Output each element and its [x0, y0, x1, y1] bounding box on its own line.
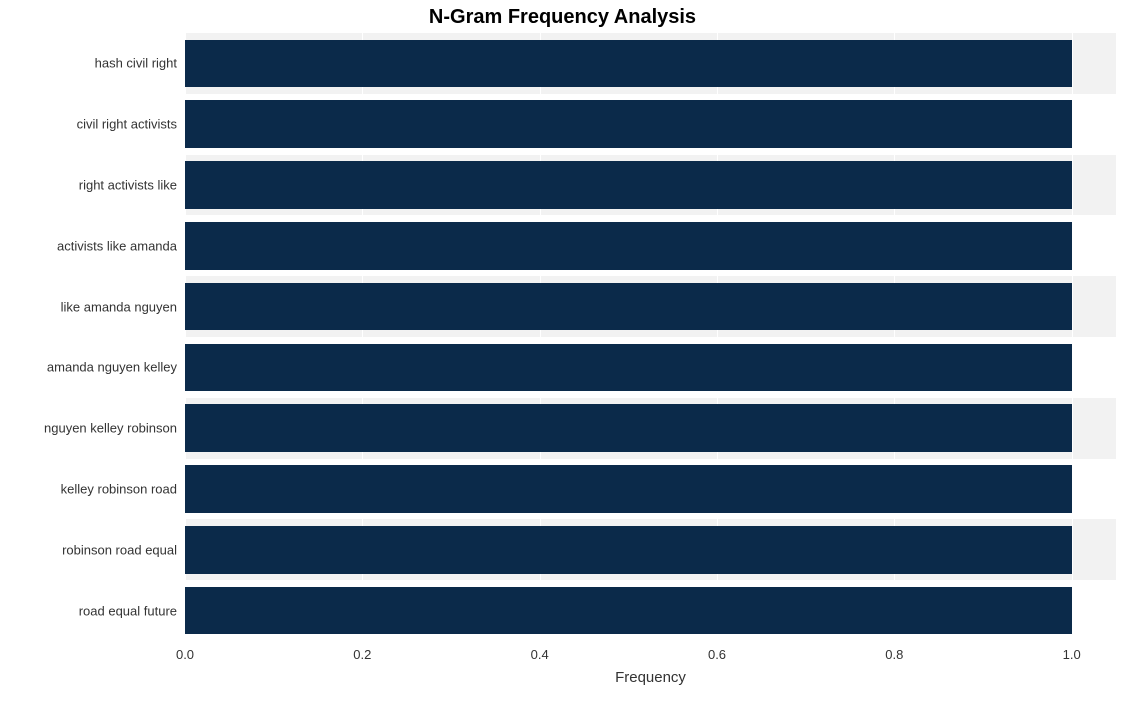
chart-title: N-Gram Frequency Analysis: [0, 6, 1125, 29]
ytick-label: hash civil right: [95, 56, 185, 71]
bar: [185, 587, 1072, 634]
xtick-label: 0.0: [176, 641, 194, 662]
ytick-label: right activists like: [79, 178, 185, 193]
ytick-label: robinson road equal: [62, 542, 185, 557]
gridline: [1072, 33, 1073, 641]
xtick-label: 1.0: [1063, 641, 1081, 662]
ytick-label: kelley robinson road: [61, 482, 185, 497]
bar: [185, 161, 1072, 208]
ytick-label: like amanda nguyen: [61, 299, 185, 314]
xaxis-label: Frequency: [185, 669, 1116, 686]
ytick-label: activists like amanda: [57, 238, 185, 253]
plot-area: hash civil rightcivil right activistsrig…: [185, 33, 1116, 641]
xtick-label: 0.8: [885, 641, 903, 662]
ytick-label: civil right activists: [77, 117, 185, 132]
bar: [185, 465, 1072, 512]
bar: [185, 526, 1072, 573]
ytick-label: road equal future: [79, 603, 185, 618]
bar: [185, 100, 1072, 147]
ytick-label: nguyen kelley robinson: [44, 421, 185, 436]
bar: [185, 40, 1072, 87]
xtick-label: 0.4: [531, 641, 549, 662]
xtick-label: 0.2: [353, 641, 371, 662]
ytick-label: amanda nguyen kelley: [47, 360, 185, 375]
ngram-chart: N-Gram Frequency Analysis hash civil rig…: [0, 0, 1125, 701]
bar: [185, 344, 1072, 391]
bar: [185, 404, 1072, 451]
bar: [185, 283, 1072, 330]
bar: [185, 222, 1072, 269]
xtick-label: 0.6: [708, 641, 726, 662]
